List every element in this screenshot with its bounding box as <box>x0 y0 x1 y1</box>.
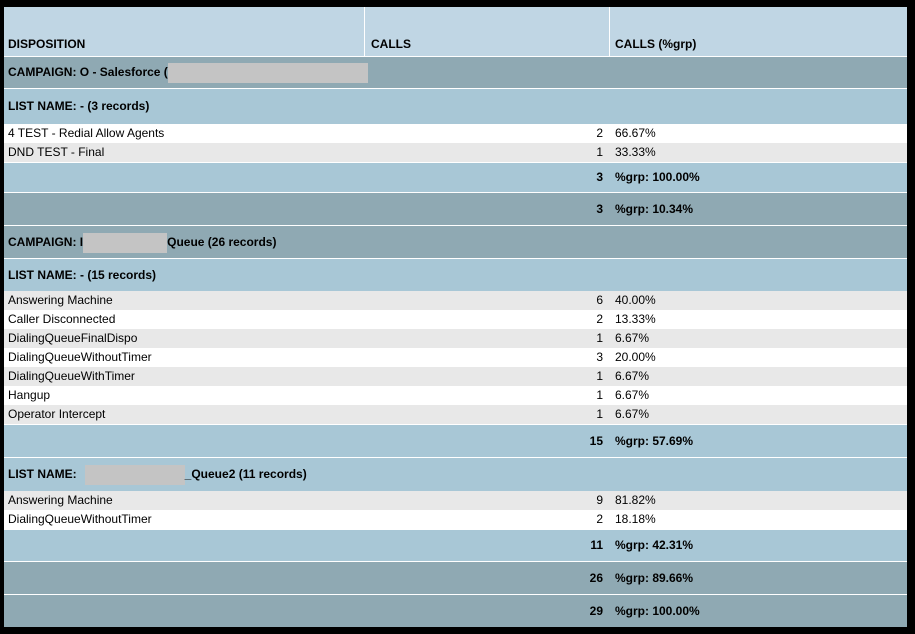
list-name-label-suffix: _Queue2 (11 records) <box>184 467 307 481</box>
pct-cell: 6.67% <box>615 331 650 345</box>
subtotal-calls: 3 <box>596 170 603 184</box>
list-name-label: LIST NAME: - (3 records) <box>8 99 150 113</box>
pct-cell: 6.67% <box>615 388 650 402</box>
disposition-cell: DialingQueueWithTimer <box>8 369 135 383</box>
table-row: Operator Intercept 1 6.67% <box>4 405 907 424</box>
table-row: DialingQueueWithoutTimer 3 20.00% <box>4 348 907 367</box>
pct-cell: 66.67% <box>615 126 656 140</box>
calls-cell: 3 <box>596 350 603 364</box>
disposition-cell: Hangup <box>8 388 51 402</box>
campaign-label: CAMPAIGN: I <box>8 235 84 249</box>
pct-cell: 20.00% <box>615 350 656 364</box>
disposition-cell: Operator Intercept <box>8 407 106 421</box>
table-row: DialingQueueWithoutTimer 2 18.18% <box>4 510 907 529</box>
calls-cell: 2 <box>596 126 603 140</box>
table-row: Answering Machine 6 40.00% <box>4 291 907 310</box>
pct-cell: 6.67% <box>615 407 650 421</box>
redacted-block <box>84 464 185 485</box>
campaign-total-pct: %grp: 10.34% <box>615 202 694 216</box>
table-row: 4 TEST - Redial Allow Agents 2 66.67% <box>4 124 907 143</box>
grand-total-pct: %grp: 100.00% <box>615 604 700 618</box>
campaign-label: CAMPAIGN: O - Salesforce ( <box>8 65 168 79</box>
disposition-cell: DND TEST - Final <box>8 145 105 159</box>
header-disposition[interactable]: DISPOSITION <box>8 37 86 51</box>
list-name-row: LIST NAME: _Queue2 (11 records) <box>4 458 907 491</box>
grand-total-calls: 29 <box>589 604 603 618</box>
disposition-cell: Answering Machine <box>8 493 113 507</box>
calls-cell: 1 <box>596 407 603 421</box>
table-row: DialingQueueFinalDispo 1 6.67% <box>4 329 907 348</box>
calls-cell: 1 <box>596 331 603 345</box>
campaign-row: CAMPAIGN: I Queue (26 records) <box>4 226 907 258</box>
table-row: DialingQueueWithTimer 1 6.67% <box>4 367 907 386</box>
subtotal-calls: 11 <box>590 538 603 552</box>
disposition-cell: DialingQueueFinalDispo <box>8 331 138 345</box>
redacted-block <box>83 232 168 253</box>
subtotal-calls: 15 <box>589 434 603 448</box>
list-name-row: LIST NAME: - (15 records) <box>4 259 907 291</box>
campaign-total-pct: %grp: 89.66% <box>615 571 694 585</box>
list-subtotal-row: 15 %grp: 57.69% <box>4 425 907 457</box>
subtotal-pct: %grp: 57.69% <box>615 434 694 448</box>
disposition-cell: DialingQueueWithoutTimer <box>8 350 152 364</box>
grand-total-row: 29 %grp: 100.00% <box>4 595 907 627</box>
calls-cell: 6 <box>596 293 603 307</box>
calls-cell: 9 <box>596 493 603 507</box>
campaign-total-row: 3 %grp: 10.34% <box>4 193 907 225</box>
calls-cell: 1 <box>596 369 603 383</box>
campaign-row: CAMPAIGN: O - Salesforce ( <box>4 57 907 88</box>
campaign-total-row: 26 %grp: 89.66% <box>4 562 907 594</box>
pct-cell: 13.33% <box>615 312 656 326</box>
header-calls-grp[interactable]: CALLS (%grp) <box>615 37 697 51</box>
campaign-total-calls: 26 <box>589 571 603 585</box>
pct-cell: 81.82% <box>615 493 656 507</box>
calls-cell: 1 <box>596 145 603 159</box>
list-name-row: LIST NAME: - (3 records) <box>4 89 907 124</box>
list-name-label: LIST NAME: - (15 records) <box>8 268 157 282</box>
calls-cell: 1 <box>596 388 603 402</box>
table-row: DND TEST - Final 1 33.33% <box>4 143 907 162</box>
pct-cell: 40.00% <box>615 293 656 307</box>
pct-cell: 33.33% <box>615 145 656 159</box>
disposition-cell: Caller Disconnected <box>8 312 116 326</box>
subtotal-pct: %grp: 100.00% <box>615 170 700 184</box>
header-calls[interactable]: CALLS <box>371 37 411 51</box>
list-subtotal-row: 3 %grp: 100.00% <box>4 163 907 192</box>
disposition-cell: DialingQueueWithoutTimer <box>8 512 152 526</box>
list-name-label: LIST NAME: <box>8 467 77 481</box>
disposition-cell: 4 TEST - Redial Allow Agents <box>8 126 165 140</box>
subtotal-pct: %grp: 42.31% <box>615 538 694 552</box>
calls-cell: 2 <box>596 312 603 326</box>
table-row: Answering Machine 9 81.82% <box>4 491 907 510</box>
campaign-label-suffix: Queue (26 records) <box>167 235 277 249</box>
pct-cell: 18.18% <box>615 512 656 526</box>
disposition-cell: Answering Machine <box>8 293 113 307</box>
campaign-total-calls: 3 <box>596 202 603 216</box>
table-row: Caller Disconnected 2 13.33% <box>4 310 907 329</box>
list-subtotal-row: 11 %grp: 42.31% <box>4 530 907 561</box>
pct-cell: 6.67% <box>615 369 650 383</box>
calls-cell: 2 <box>596 512 603 526</box>
report-table: DISPOSITION CALLS CALLS (%grp) CAMPAIGN:… <box>4 7 907 627</box>
table-header: DISPOSITION CALLS CALLS (%grp) <box>4 7 907 56</box>
table-row: Hangup 1 6.67% <box>4 386 907 405</box>
redacted-block <box>167 62 368 83</box>
